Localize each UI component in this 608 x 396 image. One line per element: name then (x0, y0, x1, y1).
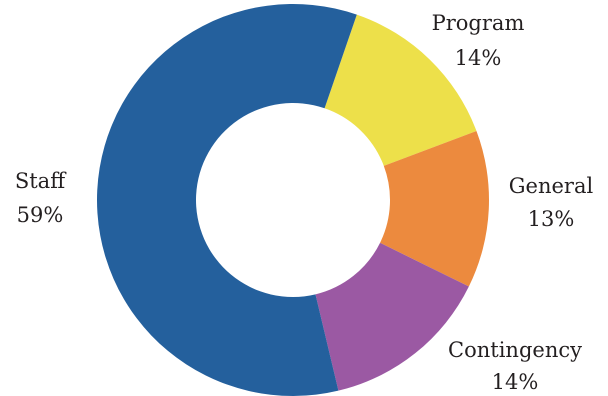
slice-general (380, 131, 489, 287)
slice-value-staff: 59% (17, 203, 64, 227)
slice-staff (97, 4, 357, 396)
slice-value-program: 14% (455, 46, 502, 70)
slice-program (324, 14, 477, 166)
slice-label-contingency: Contingency (448, 338, 582, 362)
slice-value-general: 13% (528, 207, 575, 231)
slice-contingency (315, 242, 469, 391)
slice-label-general: General (509, 174, 594, 198)
slice-label-staff: Staff (15, 169, 67, 193)
labels-group: Program 14% General 13% Contingency 14% Staff 5… (15, 11, 594, 394)
slices-group (97, 4, 489, 396)
slice-label-program: Program (432, 11, 525, 35)
slice-value-contingency: 14% (492, 370, 539, 394)
